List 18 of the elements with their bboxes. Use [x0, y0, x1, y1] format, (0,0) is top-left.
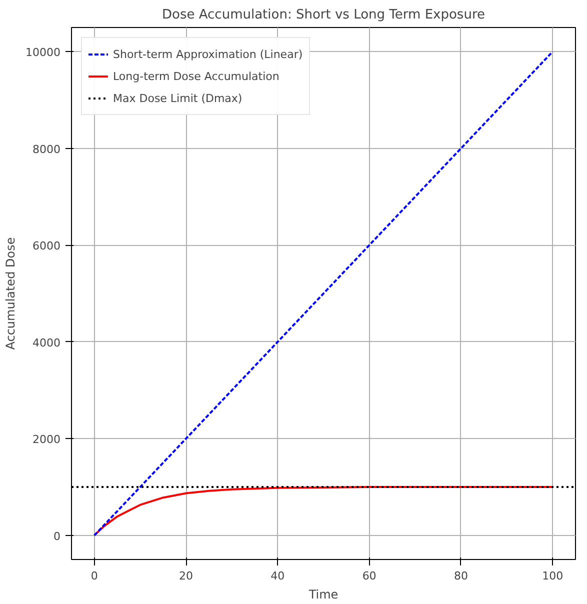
y-tick-label: 2000	[32, 433, 61, 446]
y-tick-label: 4000	[32, 336, 61, 350]
x-tick-label: 100	[542, 570, 564, 582]
legend-label: Short-term Approximation (Linear)	[113, 48, 303, 60]
x-tick-label: 80	[454, 570, 468, 582]
y-tick-label: 6000	[32, 240, 61, 253]
x-axis-title: Time	[308, 588, 338, 602]
x-tick-label: 40	[270, 570, 285, 582]
legend-label: Long-term Dose Accumulation	[113, 70, 280, 82]
y-tick-label: 0	[54, 530, 60, 543]
y-tick-label: 10000	[26, 46, 61, 60]
y-tick-label: 8000	[32, 142, 61, 156]
x-tick-label: 0	[90, 570, 98, 582]
y-axis-title: Accumulated Dose	[4, 237, 18, 350]
chart-title: Dose Accumulation: Short vs Long Term Exposure	[162, 8, 486, 22]
x-tick-label: 60	[362, 570, 376, 582]
legend-label: Max Dose Limit (Dmax)	[113, 92, 242, 104]
x-tick-label: 20	[179, 570, 194, 582]
